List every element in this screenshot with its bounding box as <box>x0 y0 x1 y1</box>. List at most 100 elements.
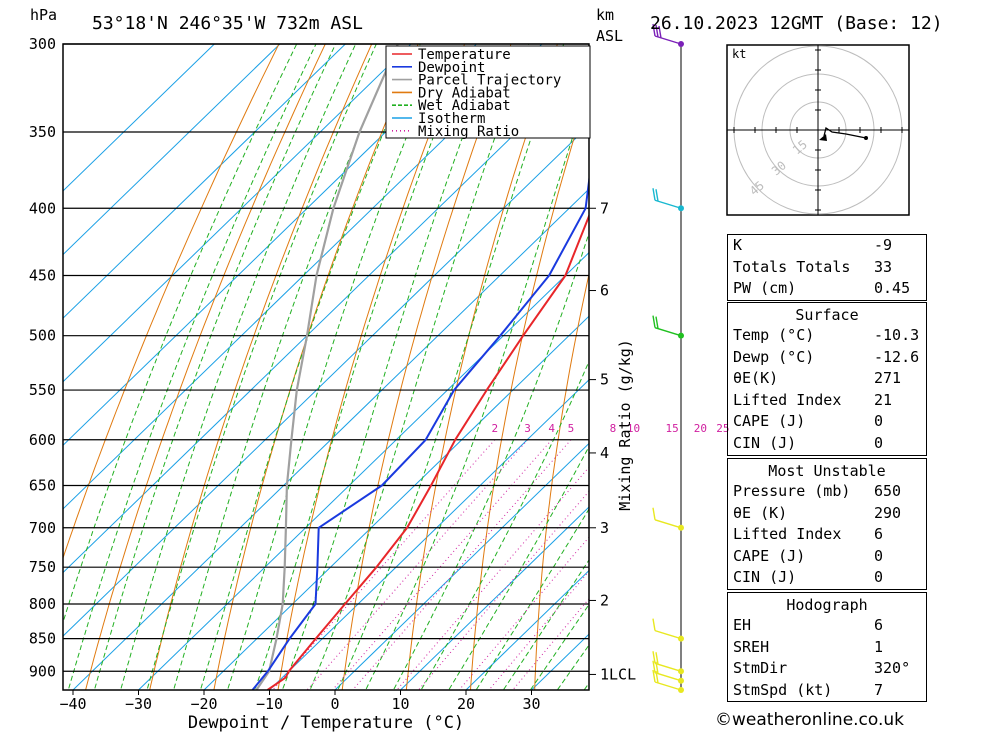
index-value: -10.3 <box>874 326 920 344</box>
wind-barb-feather <box>652 651 656 664</box>
pressure-tick-label: 500 <box>29 327 56 345</box>
plot-frame <box>62 43 590 691</box>
dry-adiabat-line <box>213 44 419 690</box>
km-tick-label: 5 <box>600 371 609 389</box>
legend-entry: Dry Adiabat <box>418 85 511 101</box>
mixing-ratio-label: 5 <box>568 422 575 435</box>
index-label: Lifted Index <box>733 525 842 544</box>
x-tick-label: 20 <box>457 695 475 713</box>
wind-barb-feather <box>652 669 656 683</box>
height-km-ticks: 7 6 5 4 3 2 1LCL <box>589 199 636 683</box>
pressure-tick-label: 300 <box>29 35 56 53</box>
isotherm-line <box>72 188 589 690</box>
index-value: -12.6 <box>874 347 920 366</box>
index-label: CIN (J) <box>733 433 797 452</box>
wind-barb-feather <box>652 315 656 328</box>
index-row: Dewp (°C) -12.6 <box>728 347 926 369</box>
mixing-ratio-line <box>458 536 589 690</box>
index-row: SREH 1 <box>728 637 926 659</box>
dry-adiabat-line <box>952 44 984 690</box>
mixing-ratio-lines <box>272 439 589 690</box>
dry-adiabat-line <box>470 88 589 690</box>
mixing-ratio-axis-label: Mixing Ratio (g/kg) <box>616 339 634 511</box>
pressure-tick-label: 350 <box>29 123 56 141</box>
index-value: 650 <box>874 482 902 500</box>
surface-title: Surface <box>795 306 859 324</box>
dry-adiabat-line <box>405 44 558 690</box>
indices-hodograph-box: Hodograph EH 6 SREH 1 StmDir 320° StmSpd (kt) 7 <box>727 592 927 703</box>
wind-barb-shaft <box>654 519 682 529</box>
isotherm-line <box>269 379 589 690</box>
index-row: CIN (J) 0 <box>728 433 926 455</box>
legend-box <box>385 45 591 139</box>
km-tick-label: 6 <box>600 282 609 300</box>
mixing-ratio-line <box>396 466 589 690</box>
pressure-tick-label: 650 <box>29 476 56 494</box>
wet-adiabat-line <box>146 44 377 690</box>
legend-entry: Dewpoint <box>418 60 485 76</box>
wet-adiabat-line <box>392 231 589 690</box>
isotherm-line <box>63 61 589 574</box>
index-value: 0 <box>874 433 884 452</box>
footer-credit: ©weatheronline.co.uk <box>715 710 905 730</box>
hodograph-end-dot <box>864 136 868 140</box>
isotherm-line <box>63 44 215 192</box>
index-label: CIN (J) <box>733 568 797 587</box>
dry-adiabat-line <box>277 44 466 690</box>
km-tick-label: 7 <box>600 199 609 217</box>
isotherm-line <box>334 442 589 690</box>
wind-barb-shaft <box>654 662 682 672</box>
wind-barb-feather <box>652 507 656 520</box>
mixing-ratio-labels: 2 3 4 5 8 10 15 20 25 <box>491 422 729 435</box>
index-row: Totals Totals 33 <box>728 257 926 279</box>
index-value: 290 <box>874 503 902 522</box>
isotherm-line <box>63 124 589 637</box>
wet-adiabat-line <box>226 44 445 690</box>
pressure-tick-label: 750 <box>29 558 56 576</box>
wind-barb-shaft <box>654 326 682 337</box>
index-row: CAPE (J) 0 <box>728 546 926 568</box>
isotherm-line <box>465 569 589 690</box>
index-label: K <box>733 236 743 254</box>
index-row: θE(K) 271 <box>728 368 926 390</box>
index-label: θE (K) <box>733 503 788 522</box>
index-label: Temp (°C) <box>733 326 815 344</box>
mixing-ratio-label: 3 <box>524 422 531 435</box>
mixing-ratio-line <box>272 439 496 690</box>
pressure-tick-label: 450 <box>29 267 56 285</box>
x-axis-label: Dewpoint / Temperature (°C) <box>188 713 464 733</box>
index-value: -9 <box>874 236 893 254</box>
datetime-title: 26.10.2023 12GMT (Base: 12) <box>650 13 943 34</box>
hodograph-trace <box>823 126 867 139</box>
indices-top-box: K -9 Totals Totals 33 PW (cm) 0.45 <box>727 234 927 301</box>
isotherm-line <box>63 44 477 447</box>
pressure-tick-label: 850 <box>29 630 56 648</box>
wind-barb-shaft <box>654 672 682 682</box>
wet-adiabat-line <box>529 603 589 690</box>
dry-adiabat-line <box>341 44 512 690</box>
mixing-ratio-label: 15 <box>665 422 678 435</box>
indices-surface-box: Surface Temp (°C) -10.3 Dewp (°C) -12.6 θE(K… <box>727 302 927 456</box>
dry-adiabat-line <box>63 44 280 560</box>
index-row: StmSpd (kt) 7 <box>728 680 926 702</box>
wind-barb-feather <box>652 618 656 631</box>
index-value: 6 <box>874 616 884 634</box>
index-row: StmDir 320° <box>728 658 926 680</box>
mixing-ratio-label: 20 <box>694 422 707 435</box>
legend-entry: Wet Adiabat <box>418 98 511 114</box>
pressure-tick-label: 800 <box>29 595 56 613</box>
index-value: 0 <box>874 412 884 431</box>
wind-barb-feather <box>652 188 656 201</box>
index-value: 1 <box>874 637 884 656</box>
index-row: Lifted Index 6 <box>728 524 926 546</box>
wet-adiabat-line <box>365 85 589 690</box>
wet-adiabat-line <box>448 445 589 690</box>
km-tick-label: 2 <box>600 591 609 609</box>
km-label: km <box>596 6 614 24</box>
km-tick-label: 4 <box>600 444 609 462</box>
index-label: Totals Totals <box>733 257 851 276</box>
isotherm-line <box>203 315 589 690</box>
wind-barb-feather <box>655 189 659 202</box>
index-label: Lifted Index <box>733 390 842 409</box>
